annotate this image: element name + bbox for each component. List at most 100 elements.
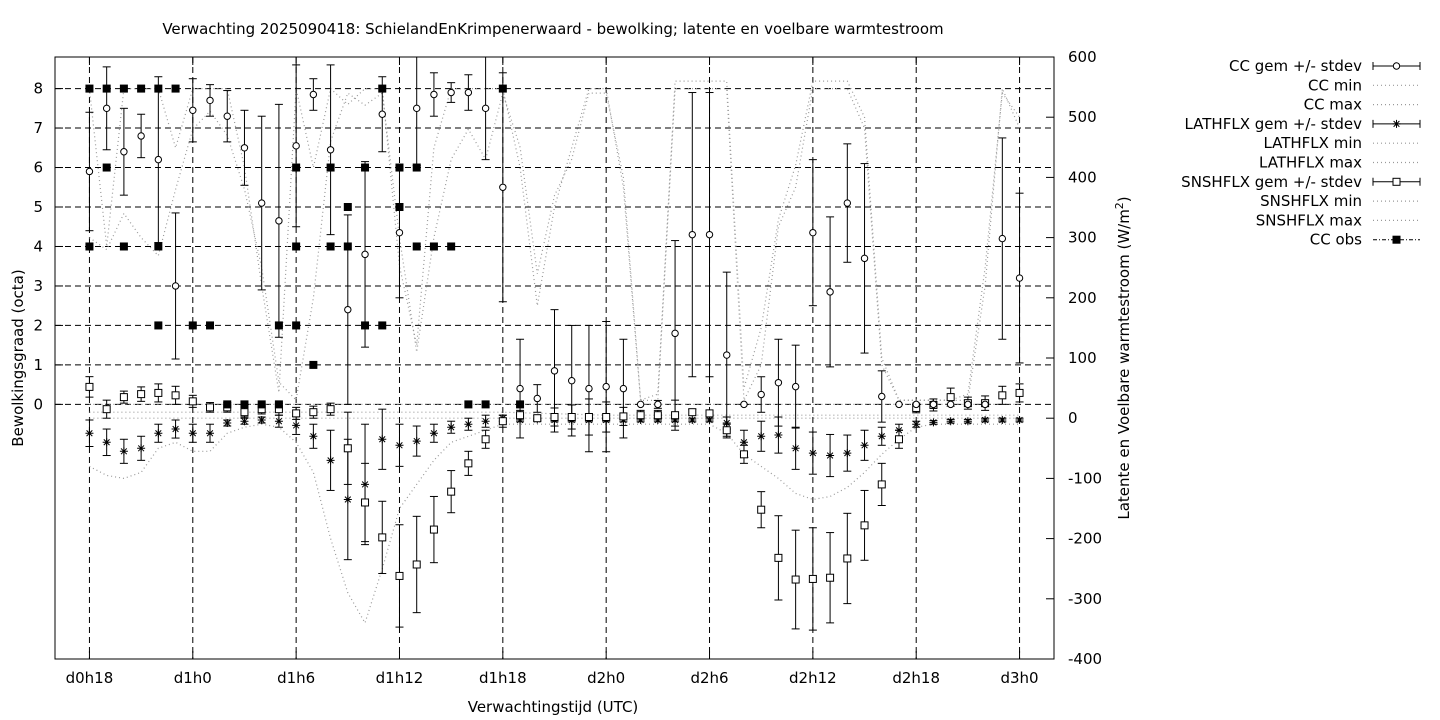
x-tick-label: d0h18: [66, 669, 114, 687]
legend-label: SNSHFLX gem +/- stdev: [1181, 173, 1362, 191]
cc-point: [929, 400, 938, 409]
cc-point: [740, 400, 748, 409]
cc-obs-point: [257, 400, 266, 409]
cc-obs-point: [481, 400, 490, 409]
snshflx-point: [843, 554, 852, 563]
snshflx-point: [464, 459, 473, 468]
y-right-tick-label: -100: [1068, 469, 1102, 487]
lathflx-point: [154, 429, 163, 438]
lathflx-point: [309, 432, 318, 441]
cc-point: [361, 250, 369, 259]
legend-label: SNSHFLX min: [1260, 192, 1362, 210]
snshflx-max-line: [89, 80, 1021, 402]
cc-point: [395, 228, 404, 237]
snshflx-point: [412, 560, 421, 569]
legend-item: SNSHFLX gem +/- stdev: [1181, 173, 1421, 191]
cc-point: [654, 400, 662, 409]
snshflx-point: [688, 408, 697, 417]
cc-obs-point: [395, 203, 404, 212]
legend-label: LATHFLX gem +/- stdev: [1184, 115, 1362, 133]
y-left-tick-label: 1: [33, 356, 43, 374]
cc-point: [516, 384, 524, 393]
snshflx-point: [671, 411, 680, 420]
lathflx-point: [946, 417, 955, 426]
cc-point: [464, 88, 473, 97]
snshflx-point: [602, 412, 611, 421]
cc-point: [723, 351, 731, 359]
lathflx-point: [447, 423, 456, 432]
legend-label: CC min: [1308, 76, 1362, 94]
cc-point: [946, 400, 955, 409]
y-right-tick-label: -300: [1068, 590, 1102, 608]
snshflx-point: [946, 393, 955, 402]
cc-obs-point: [206, 321, 215, 330]
cc-point: [585, 384, 593, 393]
snshflx-point: [343, 444, 352, 453]
y-axis-right-label-prefix: Latente en Voelbare warmtestroom (W/m: [1115, 209, 1133, 519]
cc-point: [705, 230, 714, 239]
cc-obs-point: [361, 321, 370, 330]
legend-label: CC max: [1304, 96, 1363, 114]
cc-point: [671, 329, 679, 338]
cc-point: [240, 144, 249, 152]
lathflx-point: [826, 451, 835, 460]
lathflx-point: [292, 421, 301, 430]
legend-swatch-marker: [1392, 235, 1401, 244]
snshflx-point: [877, 480, 886, 489]
lathflx-point: [877, 432, 886, 441]
cc-obs-point: [429, 242, 438, 251]
cc-point: [378, 110, 386, 118]
y-left-tick-label: 6: [33, 159, 43, 177]
cc-point: [636, 400, 645, 409]
y-right-tick-label: -200: [1068, 530, 1102, 548]
cc-obs-point: [154, 321, 163, 330]
lathflx-point: [705, 416, 714, 425]
snshflx-point: [705, 409, 714, 418]
lathflx-point: [722, 419, 731, 428]
cc-obs-point: [188, 321, 197, 330]
snshflx-point: [826, 573, 835, 582]
cc-point: [171, 282, 180, 290]
cc-point: [223, 112, 231, 120]
cc-point: [981, 400, 989, 409]
snshflx-point: [481, 435, 490, 444]
legend-item: LATHFLX max: [1259, 154, 1420, 172]
chart-title: Verwachting 2025090418: SchielandEnKrimp…: [162, 20, 943, 38]
y-left-tick-label: 8: [33, 80, 43, 98]
cc-obs-point: [85, 84, 94, 93]
cc-point: [826, 288, 834, 296]
snshflx-point: [584, 412, 593, 421]
cc-point: [85, 167, 94, 176]
cc-obs-point: [343, 203, 352, 212]
lathflx-min-line: [89, 423, 1020, 625]
cc-point: [257, 199, 266, 207]
y-left-tick-label: 3: [33, 277, 43, 295]
cc-point: [774, 378, 783, 387]
cc-point: [964, 400, 972, 409]
lathflx-point: [274, 417, 283, 426]
lathflx-point: [412, 437, 421, 446]
legend-item: LATHFLX min: [1263, 134, 1420, 152]
cc-obs-point: [516, 400, 525, 409]
lathflx-point: [429, 429, 438, 438]
cc-point: [154, 155, 163, 164]
cc-point: [275, 217, 283, 225]
lathflx-point: [102, 438, 111, 447]
lathflx-point: [395, 441, 404, 450]
cc-point: [120, 148, 128, 156]
cc-point: [102, 104, 111, 113]
snshflx-point: [292, 409, 301, 418]
snshflx-point: [85, 382, 94, 391]
legend-swatch-marker: [1392, 119, 1401, 128]
cc-obs-point: [274, 400, 283, 409]
cc-point: [533, 394, 541, 403]
snshflx-point: [498, 417, 507, 426]
snshflx-point: [516, 411, 525, 420]
y-right-tick-label: 200: [1068, 289, 1097, 307]
cc-obs-point: [361, 163, 370, 172]
legend-label: CC obs: [1310, 231, 1362, 249]
cc-obs-point: [412, 163, 421, 172]
snshflx-point: [722, 426, 731, 435]
y-right-tick-label: 0: [1068, 409, 1078, 427]
